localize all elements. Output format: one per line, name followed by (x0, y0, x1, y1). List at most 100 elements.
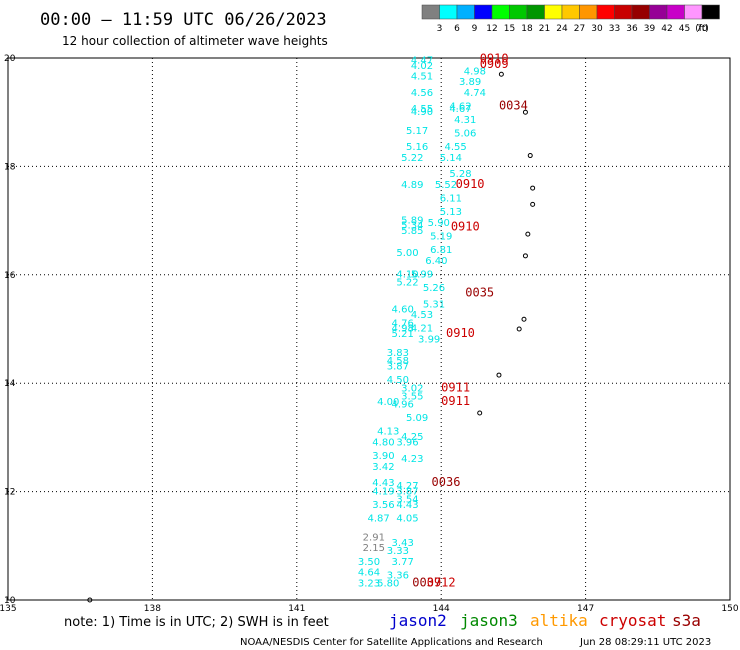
swh-label: 3.23 (358, 578, 380, 589)
legend-swatch (631, 4, 650, 20)
note-text: note: 1) Time is in UTC; 2) SWH is in fe… (64, 615, 329, 630)
swh-label: 3.99 (418, 335, 440, 346)
swh-label: 3.02 (401, 383, 423, 394)
x-tick-label: 144 (433, 604, 450, 614)
swh-label: 4.62 (449, 101, 471, 112)
swh-label: 6.81 (430, 245, 452, 256)
pass-time-label: 0910 (480, 51, 509, 65)
swh-label: 4.31 (454, 115, 476, 126)
legend-label: 24 (556, 24, 568, 34)
pass-times: 0910090900340910091000350910091109110036… (412, 51, 528, 589)
swh-label: 4.23 (401, 454, 423, 465)
y-tick-label: 14 (4, 379, 16, 389)
satellite-name: jason2 (389, 611, 447, 630)
footer-credit: NOAA/NESDIS Center for Satellite Applica… (240, 637, 543, 648)
swh-label: 3.43 (392, 538, 414, 549)
swh-label: 4.10 (396, 270, 418, 281)
swh-label: 3.90 (372, 451, 394, 462)
swh-label: 4.60 (392, 305, 414, 316)
swh-label: 5.16 (406, 142, 428, 153)
legend-swatch (649, 4, 668, 20)
footer-timestamp: Jun 28 08:29:11 UTC 2023 (579, 637, 711, 648)
y-tick-label: 12 (4, 488, 15, 498)
island-outline (498, 71, 504, 77)
y-tick-label: 18 (4, 162, 16, 172)
swh-label: 5.14 (440, 153, 462, 164)
legend-swatch (666, 4, 685, 20)
swh-label: 4.90 (411, 107, 433, 118)
legend-label: 3 (437, 24, 443, 34)
y-tick-label: 20 (4, 54, 16, 64)
swh-label: 3.42 (372, 462, 394, 473)
swh-label: 5.19 (430, 232, 452, 243)
grid-lines (8, 58, 730, 600)
coastline (87, 71, 536, 603)
island-outline (477, 410, 483, 416)
plot-frame (7, 57, 731, 601)
axis-ticks: 135 138 141 144 147 150 10 12 14 16 18 20 (0, 54, 739, 614)
swh-label: 5.00 (396, 248, 418, 259)
x-tick-label: 147 (577, 604, 594, 614)
swh-label: 5.52 (435, 180, 457, 191)
swh-label: 5.22 (401, 153, 423, 164)
satellite-name: altika (530, 611, 588, 630)
swh-label: 5.85 (401, 226, 423, 237)
swh-label: 4.50 (387, 375, 409, 386)
island-outline (87, 597, 93, 603)
pass-time-label: 0037 (412, 575, 441, 589)
pass-time-label: 0911 (441, 380, 470, 394)
pass-time-label: 0035 (465, 285, 494, 299)
legend-swatch (439, 4, 458, 20)
legend-label: 18 (521, 24, 533, 34)
satellite-name: s3a (672, 611, 701, 630)
legend-swatch (614, 4, 633, 20)
legend-swatch (421, 4, 440, 20)
legend-label: 12 (486, 24, 497, 34)
swh-label: 3.89 (459, 77, 481, 88)
legend-swatch (474, 4, 493, 20)
pass-time-label: 0911 (441, 394, 470, 408)
swh-label: 5.17 (406, 126, 428, 137)
swh-label: 5.31 (423, 299, 445, 310)
swh-label: 4.19 (372, 486, 394, 497)
swh-label: 3.56 (372, 500, 394, 511)
swh-label: 4.76 (392, 318, 414, 329)
pass-time-label: 0909 (480, 57, 509, 71)
swh-label: 4.47 (411, 55, 433, 66)
swh-label: 3.55 (401, 391, 423, 402)
swh-label: 4.02 (411, 61, 433, 72)
pass-time-label: 0036 (432, 475, 461, 489)
legend-swatch (456, 4, 475, 20)
swh-label: 4.00 (377, 397, 399, 408)
swh-label: 4.64 (358, 568, 380, 579)
x-tick-label: 141 (288, 604, 305, 614)
pass-time-label: 0910 (446, 326, 475, 340)
legend-label: (ft) (695, 24, 709, 34)
x-tick-label: 138 (144, 604, 161, 614)
pass-time-label: 0912 (427, 575, 456, 589)
legend-swatch (544, 4, 563, 20)
swh-label: 4.74 (464, 88, 486, 99)
swh-label: 5.22 (396, 278, 418, 289)
legend-swatch (579, 4, 598, 20)
island-outline (527, 153, 533, 159)
legend-swatch (684, 4, 703, 20)
legend-swatch (596, 4, 615, 20)
swh-label: 5.09 (406, 413, 428, 424)
swh-label: 5.99 (411, 270, 433, 281)
swh-label: 3.83 (387, 348, 409, 359)
swh-label: 4.13 (377, 427, 399, 438)
swh-label: 4.87 (367, 513, 389, 524)
satellite-name: jason3 (460, 611, 518, 630)
swh-label: 4.43 (372, 478, 394, 489)
island-outline (530, 185, 536, 191)
swh-label: 3.54 (396, 494, 418, 505)
swh-label: 2.15 (363, 543, 385, 554)
legend-swatch (491, 4, 510, 20)
swh-label: 3.87 (387, 362, 409, 373)
legend-swatch (526, 4, 545, 20)
swh-label: 5.89 (401, 215, 423, 226)
swh-label: 4.80 (372, 438, 394, 449)
swh-label: 5.80 (377, 578, 399, 589)
